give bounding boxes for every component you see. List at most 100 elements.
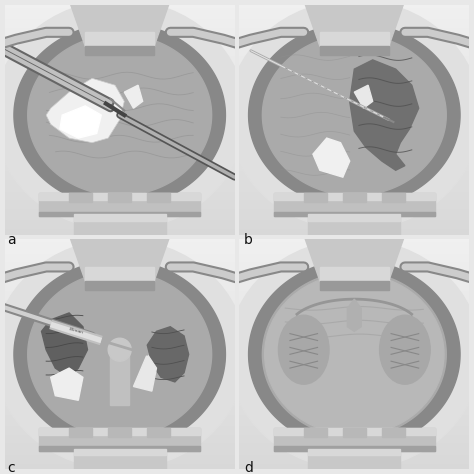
Polygon shape bbox=[39, 212, 200, 216]
Bar bbox=[239, 274, 469, 277]
Bar bbox=[5, 215, 235, 218]
Bar bbox=[5, 285, 235, 288]
Bar bbox=[5, 334, 235, 337]
Bar bbox=[5, 397, 235, 400]
Bar bbox=[5, 117, 235, 120]
Bar bbox=[5, 415, 235, 418]
Bar bbox=[239, 8, 469, 10]
Bar bbox=[5, 440, 235, 443]
Polygon shape bbox=[354, 85, 373, 108]
Bar bbox=[239, 59, 469, 62]
Bar bbox=[5, 288, 235, 291]
Bar bbox=[239, 251, 469, 254]
Polygon shape bbox=[85, 281, 154, 290]
Bar bbox=[239, 406, 469, 409]
Bar bbox=[5, 265, 235, 268]
Bar bbox=[5, 174, 235, 177]
Bar bbox=[5, 372, 235, 374]
Bar bbox=[239, 337, 469, 340]
Bar bbox=[5, 311, 235, 314]
Bar bbox=[5, 108, 235, 111]
Bar bbox=[5, 343, 235, 346]
Polygon shape bbox=[69, 193, 92, 202]
Bar bbox=[239, 455, 469, 458]
Polygon shape bbox=[85, 267, 154, 281]
Bar bbox=[5, 13, 235, 16]
Bar bbox=[239, 245, 469, 248]
Bar bbox=[5, 420, 235, 423]
Bar bbox=[5, 42, 235, 45]
Bar bbox=[239, 186, 469, 189]
Bar bbox=[239, 383, 469, 386]
Bar bbox=[239, 435, 469, 438]
Bar bbox=[5, 54, 235, 56]
Bar bbox=[239, 151, 469, 154]
Bar bbox=[5, 355, 235, 357]
Bar bbox=[239, 340, 469, 343]
Bar bbox=[239, 218, 469, 220]
Bar bbox=[5, 386, 235, 389]
Bar bbox=[5, 229, 235, 232]
Bar bbox=[5, 71, 235, 74]
Bar bbox=[239, 309, 469, 311]
Bar bbox=[5, 314, 235, 317]
Bar bbox=[239, 305, 469, 309]
Bar bbox=[239, 259, 469, 263]
Bar bbox=[239, 265, 469, 268]
Bar bbox=[5, 326, 235, 328]
Bar bbox=[239, 263, 469, 265]
Bar bbox=[239, 256, 469, 259]
Polygon shape bbox=[39, 428, 200, 435]
Bar bbox=[239, 65, 469, 68]
Bar bbox=[5, 140, 235, 143]
Bar bbox=[5, 209, 235, 212]
Bar bbox=[5, 82, 235, 85]
Bar bbox=[239, 449, 469, 452]
Bar bbox=[5, 369, 235, 372]
Polygon shape bbox=[39, 447, 200, 451]
Bar bbox=[5, 51, 235, 54]
Polygon shape bbox=[85, 32, 154, 46]
Bar bbox=[239, 226, 469, 229]
Bar bbox=[5, 223, 235, 226]
Bar bbox=[239, 166, 469, 169]
Bar bbox=[239, 412, 469, 415]
Bar bbox=[239, 291, 469, 294]
Bar bbox=[239, 248, 469, 251]
Bar bbox=[5, 268, 235, 271]
Bar bbox=[5, 263, 235, 265]
Polygon shape bbox=[124, 85, 143, 108]
Polygon shape bbox=[85, 46, 154, 55]
Ellipse shape bbox=[264, 274, 444, 435]
Bar bbox=[5, 302, 235, 305]
Bar bbox=[5, 111, 235, 114]
Bar bbox=[239, 54, 469, 56]
Polygon shape bbox=[382, 428, 405, 437]
Bar bbox=[239, 120, 469, 123]
Polygon shape bbox=[308, 214, 400, 235]
Bar bbox=[5, 400, 235, 403]
Bar bbox=[239, 297, 469, 300]
Bar bbox=[239, 466, 469, 469]
Polygon shape bbox=[69, 428, 92, 437]
Bar bbox=[5, 5, 235, 8]
Polygon shape bbox=[308, 448, 400, 469]
Bar bbox=[5, 458, 235, 461]
Polygon shape bbox=[69, 235, 170, 281]
Bar bbox=[5, 455, 235, 458]
Bar bbox=[5, 452, 235, 455]
Bar bbox=[239, 343, 469, 346]
Bar bbox=[5, 148, 235, 151]
Bar bbox=[5, 183, 235, 186]
Bar bbox=[239, 452, 469, 455]
Bar bbox=[5, 10, 235, 13]
Bar bbox=[5, 68, 235, 71]
Bar bbox=[5, 191, 235, 194]
Bar bbox=[239, 285, 469, 288]
Bar bbox=[239, 27, 469, 31]
Bar bbox=[239, 36, 469, 39]
Bar bbox=[239, 114, 469, 117]
Bar bbox=[5, 94, 235, 97]
Polygon shape bbox=[147, 193, 170, 202]
Bar bbox=[239, 134, 469, 137]
